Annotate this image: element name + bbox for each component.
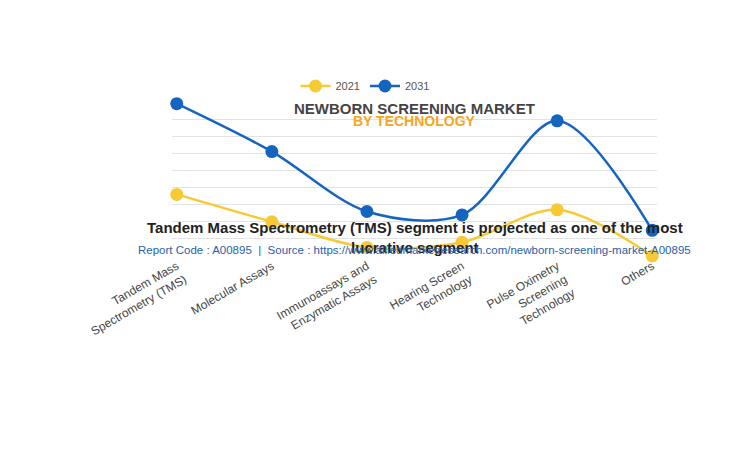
svg-text:Pulse OximetryScreeningTechnol: Pulse OximetryScreeningTechnology xyxy=(484,259,577,339)
svg-text:2021: 2021 xyxy=(336,80,360,92)
svg-text:Hearing ScreenTechnology: Hearing ScreenTechnology xyxy=(387,259,474,326)
svg-text:Molecular Assays: Molecular Assays xyxy=(188,259,276,318)
svg-text:NEWBORN SCREENING MARKET: NEWBORN SCREENING MARKET xyxy=(294,100,535,117)
svg-text:BY TECHNOLOGY: BY TECHNOLOGY xyxy=(353,113,476,129)
svg-text:Immunoassays andEnzymatic Assa: Immunoassays andEnzymatic Assays xyxy=(274,259,379,337)
svg-text:Others: Others xyxy=(619,259,657,289)
svg-text:Report Code : A00895 | Sourc: Report Code : A00895 | Source : https://… xyxy=(138,244,691,256)
svg-text:2031: 2031 xyxy=(405,80,429,92)
svg-text:Tandem MassSpectrometry (TMS): Tandem MassSpectrometry (TMS) xyxy=(81,259,189,339)
svg-text:Tandem Mass Spectrometry (TMS): Tandem Mass Spectrometry (TMS) segment i… xyxy=(147,219,683,256)
